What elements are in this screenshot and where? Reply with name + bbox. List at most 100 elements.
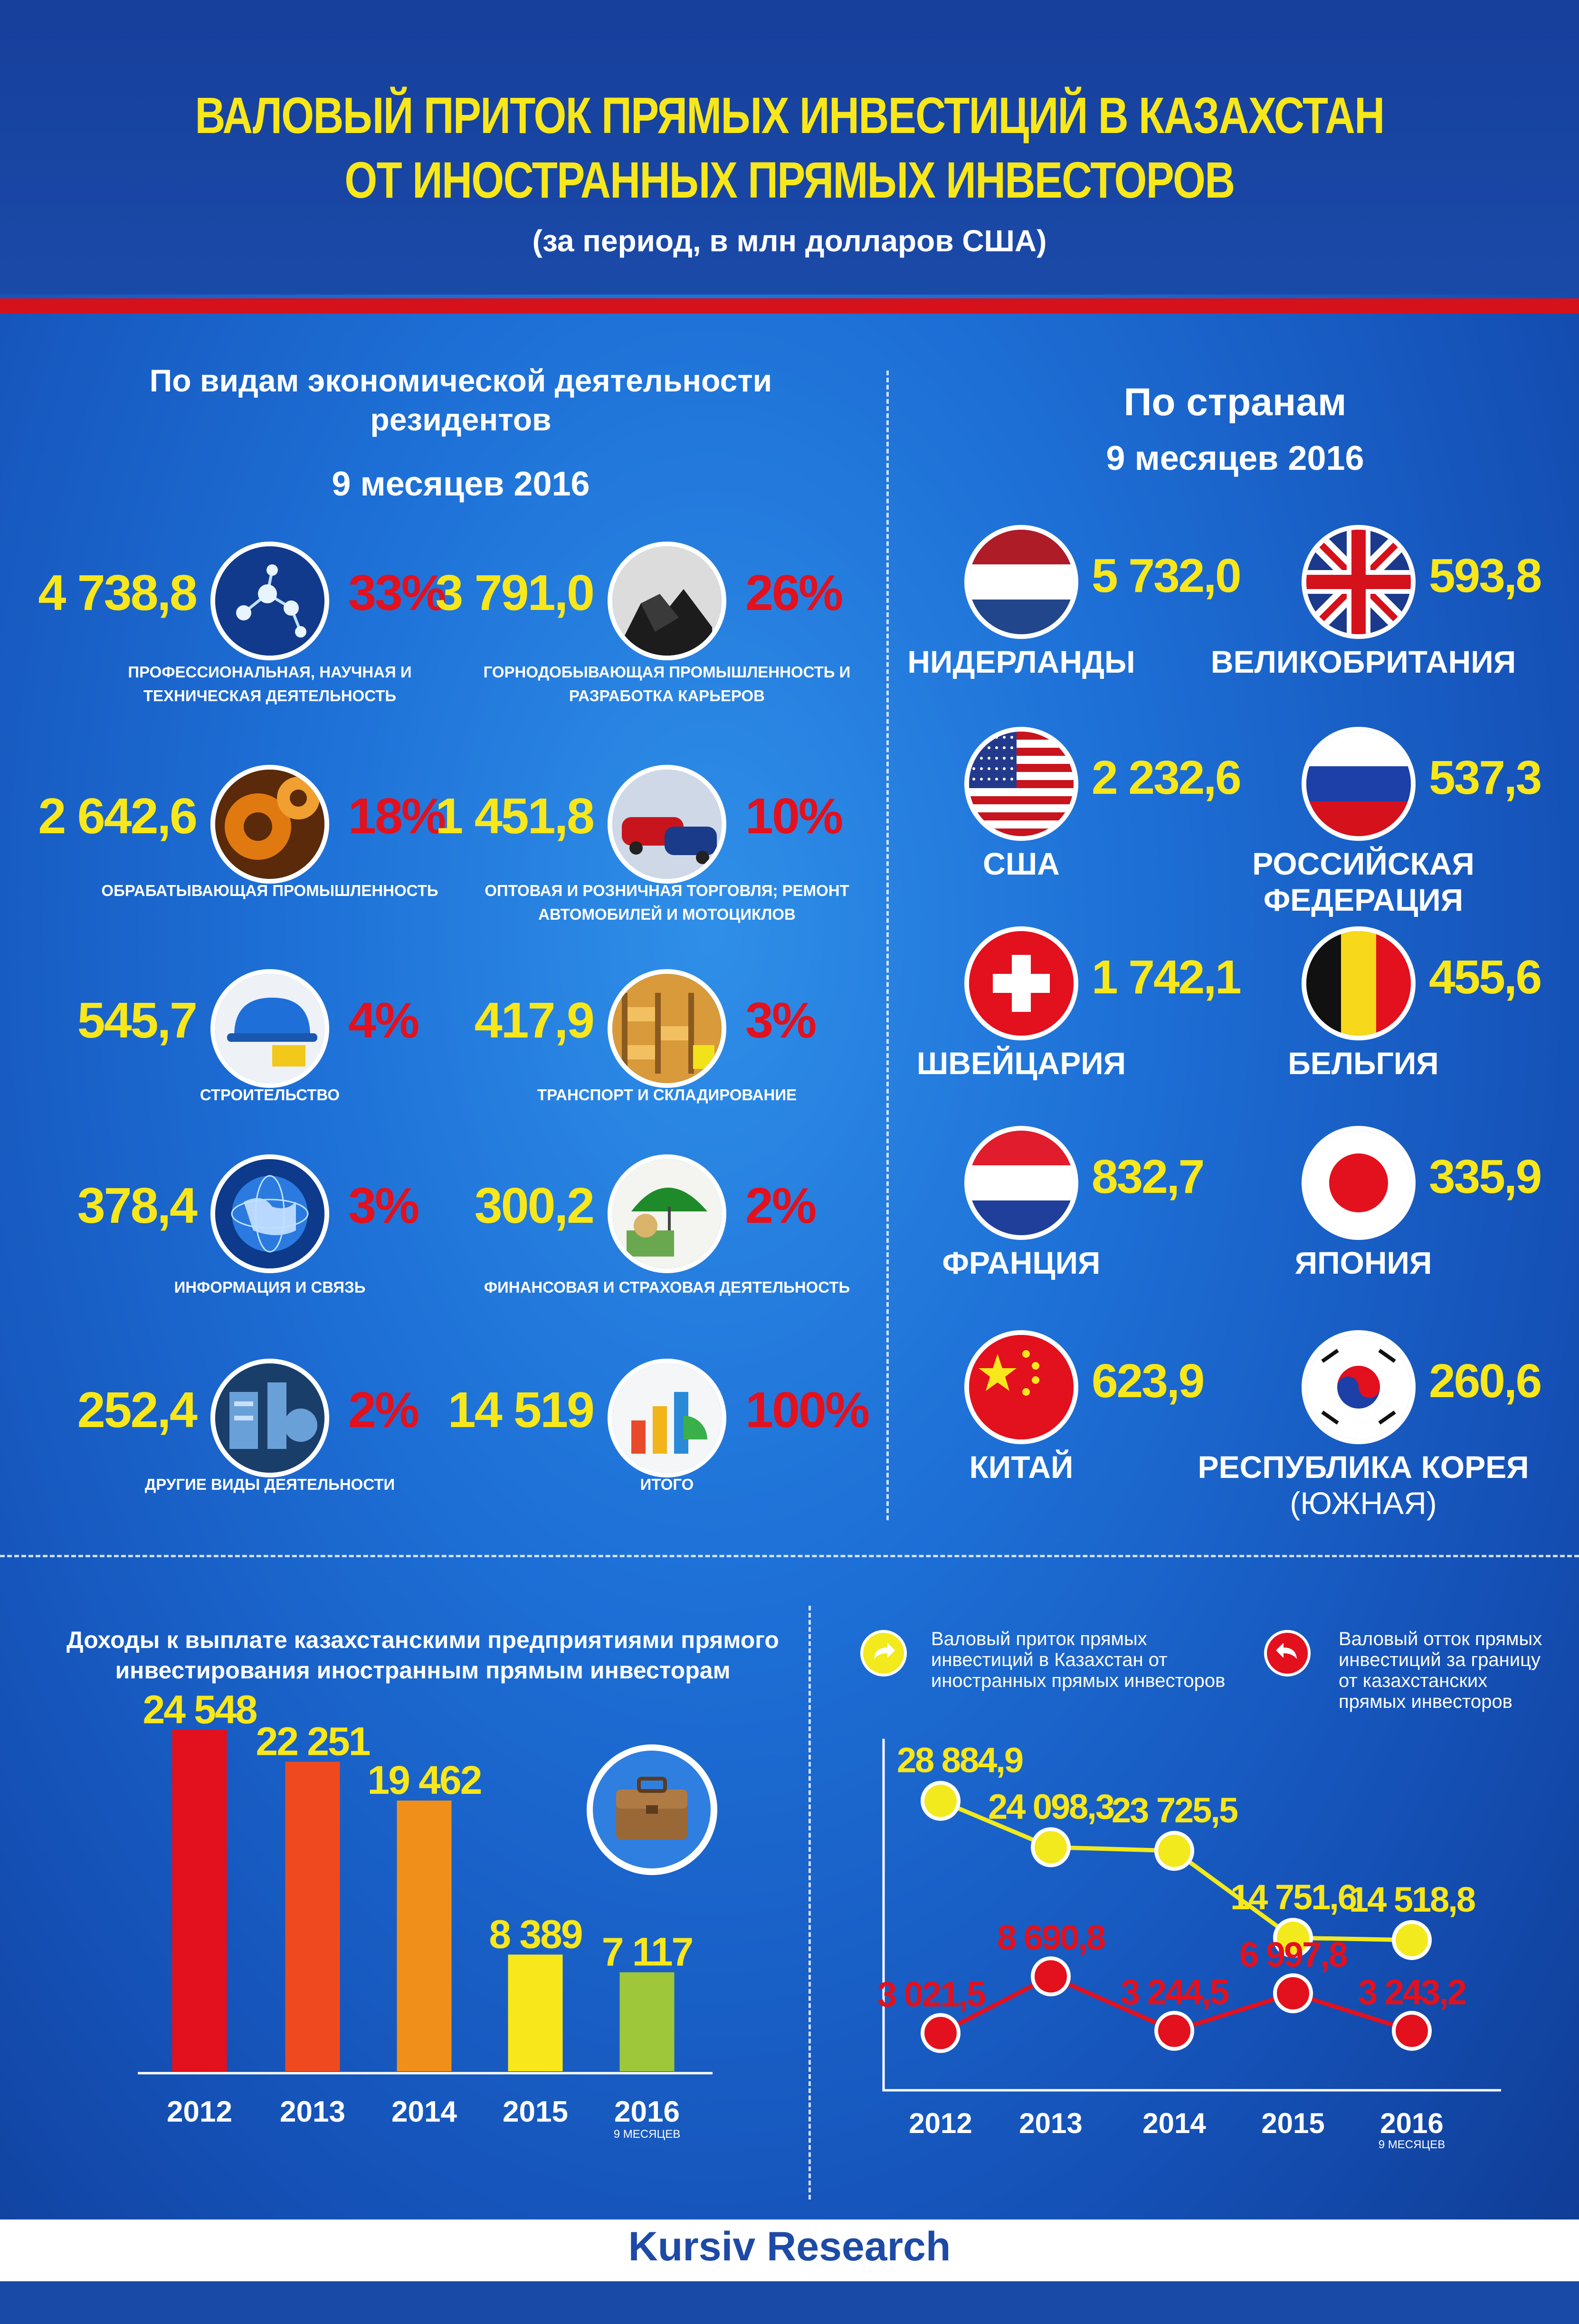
bar-value-label: 22 251 (256, 1719, 370, 1763)
sector-value: 417,9 (474, 992, 595, 1048)
bar-value-label: 8 389 (489, 1912, 581, 1956)
country-value: 2 232,6 (1092, 751, 1242, 804)
line-point (1392, 2010, 1432, 2051)
line-point (1154, 2010, 1194, 2051)
line-point (921, 2013, 961, 2053)
sector-share: 100% (745, 1382, 870, 1438)
legend-outflow-label: Валовый отток прямых инвестиций за грани… (1339, 1629, 1542, 1712)
machinery-icon (210, 1359, 329, 1477)
line-chart-axes (882, 1739, 1501, 2092)
country-value: 455,6 (1429, 951, 1542, 1004)
bar-x-tick: 2013 (280, 2095, 345, 2128)
header (0, 0, 1579, 295)
country-name-text: БЕЛЬГИЯ (1288, 1046, 1439, 1081)
sector-value: 4 738,8 (38, 565, 198, 621)
sector-share: 2% (348, 1382, 419, 1438)
sector-share: 3% (745, 992, 817, 1048)
sector-value: 378,4 (77, 1178, 198, 1234)
netherlands-flag-icon (964, 525, 1078, 639)
sector-label: ОБРАБАТЫВАЮЩАЯ ПРОМЫШЛЕННОСТЬ (101, 882, 438, 899)
country-name-text: НИДЕРЛАНДЫ (907, 644, 1135, 679)
bar-chart-title: Доходы к выплате казахстанскими предприя… (67, 1627, 779, 1684)
legend-inflow-icon (860, 1629, 907, 1679)
sector-value: 2 642,6 (38, 788, 198, 844)
footer-bar (0, 2281, 1579, 2324)
countries-period: 9 месяцев 2016 (1106, 439, 1364, 477)
line-point (1031, 1827, 1071, 1867)
sector-share: 10% (745, 788, 843, 844)
country-name-text: США (983, 846, 1060, 881)
line-point (1031, 1956, 1071, 1997)
country-name: РЕСПУБЛИКА КОРЕЯ (ЮЖНАЯ) (1159, 1449, 1568, 1521)
sectors-period: 9 месяцев 2016 (332, 465, 590, 503)
country-name-text: РОССИЙСКАЯ ФЕДЕРАЦИЯ (1252, 846, 1474, 917)
china-flag-icon (964, 1330, 1078, 1444)
bar-value-label: 19 462 (368, 1758, 481, 1802)
sector-label: ГОРНОДОБЫВАЮЩАЯ ПРОМЫШЛЕННОСТЬ И РАЗРАБО… (483, 663, 851, 705)
line-value-label: 3 243,2 (1358, 1972, 1466, 2012)
sector-value: 3 791,0 (435, 565, 595, 621)
country-name: БЕЛЬГИЯ (1159, 1045, 1568, 1081)
uk-flag-icon (1302, 525, 1416, 639)
country-value: 832,7 (1092, 1150, 1205, 1203)
molecule-icon (210, 542, 329, 660)
chart-icon (608, 1359, 726, 1477)
line-point (1273, 1973, 1313, 2013)
country-name-suffix: (ЮЖНАЯ) (1290, 1486, 1437, 1521)
sector-value: 545,7 (77, 992, 198, 1048)
subtitle: (за период, в млн долларов США) (532, 224, 1047, 258)
line-value-label: 8 690,8 (997, 1918, 1105, 1957)
line-value-label: 3 244,5 (1121, 1972, 1229, 2012)
country-name-text: ФРАНЦИЯ (942, 1245, 1101, 1280)
sector-label: ТРАНСПОРТ И СКЛАДИРОВАНИЕ (537, 1086, 797, 1104)
country-name-text: ЯПОНИЯ (1294, 1245, 1432, 1280)
country-name: ШВЕЙЦАРИЯ (879, 1045, 1164, 1081)
country-name: РОССИЙСКАЯ ФЕДЕРАЦИЯ (1159, 846, 1568, 918)
country-value: 260,6 (1429, 1354, 1542, 1408)
country-name: КИТАЙ (879, 1449, 1164, 1485)
line-point (1392, 1920, 1432, 1960)
sector-share: 2% (745, 1178, 817, 1234)
line-value-label: 3 021,5 (877, 1975, 986, 2014)
line-x-tick: 2012 (909, 2107, 972, 2139)
sector-share: 18% (348, 788, 446, 844)
sector-share: 3% (348, 1178, 419, 1234)
country-name: НИДЕРЛАНДЫ (879, 644, 1164, 680)
legend-outflow-icon (1264, 1629, 1311, 1679)
sector-label: ДРУГИЕ ВИДЫ ДЕЯТЕЛЬНОСТИ (144, 1476, 395, 1493)
bar-value-label: 7 117 (602, 1930, 693, 1974)
bar-x-note: 9 МЕСЯЦЕВ (614, 2128, 680, 2141)
line-value-label: 23 725,5 (1112, 1791, 1238, 1830)
gears-icon (210, 765, 329, 884)
sector-label: ПРОФЕССИОНАЛЬНАЯ, НАУЧНАЯ И ТЕХНИЧЕСКАЯ … (128, 663, 412, 705)
line-point (1273, 1918, 1313, 1958)
line-x-note: 9 МЕСЯЦЕВ (1379, 2138, 1445, 2151)
header-divider (0, 298, 1579, 314)
sectors-title: По видам экономической деятельности рези… (149, 363, 772, 437)
title-line-1: ВАЛОВЫЙ ПРИТОК ПРЯМЫХ ИНВЕСТИЦИЙ В КАЗАХ… (195, 86, 1385, 144)
bar-x-tick: 2014 (391, 2095, 457, 2128)
sector-value: 14 519 (447, 1382, 595, 1438)
bar-2014 (397, 1800, 452, 2071)
sector-share: 33% (348, 565, 446, 621)
bar-2015 (508, 1954, 563, 2071)
line-value-label: 24 098,3 (988, 1787, 1114, 1826)
japan-flag-icon (1302, 1126, 1416, 1240)
country-name: ВЕЛИКОБРИТАНИЯ (1159, 644, 1568, 680)
cars-icon (608, 765, 726, 884)
umbrella-money-icon (608, 1154, 726, 1273)
country-name-text: ШВЕЙЦАРИЯ (916, 1046, 1126, 1081)
line-value-label: 14 518,8 (1349, 1880, 1475, 1919)
korea-flag-icon (1302, 1330, 1416, 1444)
country-value: 537,3 (1429, 751, 1542, 804)
line-x-tick: 2013 (1019, 2107, 1082, 2139)
column-divider (886, 371, 889, 1520)
line-x-tick: 2014 (1142, 2107, 1206, 2139)
country-name: ФРАНЦИЯ (879, 1245, 1164, 1281)
sector-label: ОПТОВАЯ И РОЗНИЧНАЯ ТОРГОВЛЯ; РЕМОНТ АВТ… (485, 882, 849, 923)
france-flag-icon (964, 1126, 1078, 1240)
coal-icon (608, 542, 726, 660)
country-value: 5 732,0 (1092, 549, 1242, 602)
sector-share: 4% (348, 992, 419, 1048)
